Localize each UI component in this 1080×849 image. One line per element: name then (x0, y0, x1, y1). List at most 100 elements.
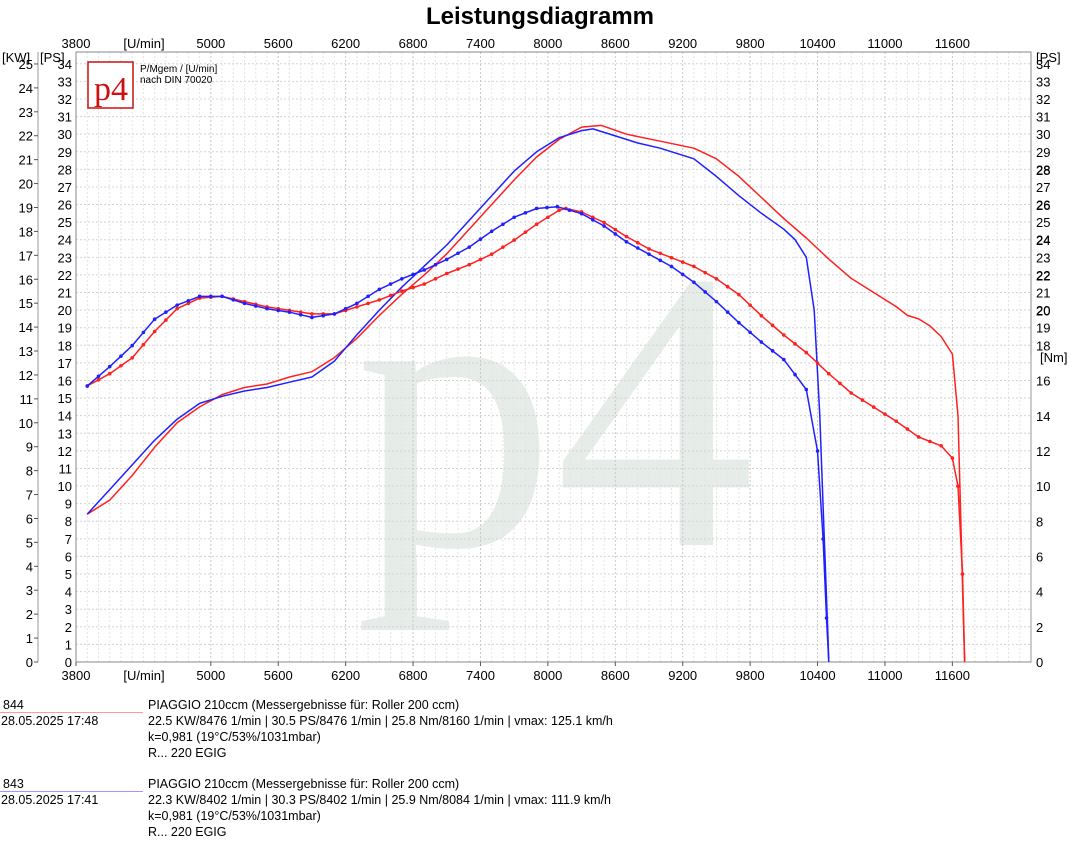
ps-tick-label-right: 23 (1036, 250, 1050, 265)
series-844-torque-point (366, 301, 370, 306)
series-843-torque-point (175, 303, 179, 307)
series-843-torque-point (635, 246, 640, 250)
nm-tick-label: 8 (1036, 514, 1043, 529)
series-843-torque-point (602, 224, 606, 228)
series-843-torque-point (613, 232, 618, 236)
series-843-torque-point (186, 298, 191, 303)
series-844-torque-point (433, 276, 438, 281)
series-843-torque-point (343, 306, 348, 311)
series-843-torque-point (85, 384, 90, 388)
series-843-torque-point (512, 215, 516, 220)
series-843-torque-point (411, 272, 415, 277)
legend-datetime: 28.05.2025 17:41 (1, 793, 99, 807)
ps-tick-label-left: 11 (59, 461, 73, 476)
series-844-torque-point (635, 240, 640, 245)
series-843-torque-point (467, 245, 472, 249)
x-tick-label-top: 3800 (62, 36, 91, 51)
ps-tick-label-left: 4 (65, 585, 72, 600)
series-844-torque-point (152, 329, 157, 334)
kw-tick-label: 6 (26, 511, 33, 526)
ps-tick-label-left: 3 (65, 602, 72, 617)
series-843-torque-point (422, 268, 427, 272)
series-844-torque-point (400, 289, 404, 293)
kw-tick-label: 14 (19, 320, 33, 335)
nm-tick-label: 10 (1036, 479, 1050, 494)
ps-tick-label-left: 2 (65, 620, 72, 635)
ps-tick-label-left: 30 (58, 127, 72, 142)
series-844-torque-point (355, 305, 359, 309)
series-843-torque-point (658, 258, 663, 263)
series-843-torque-point (96, 374, 101, 379)
series-843-torque-point (555, 204, 560, 209)
ps-tick-label-left: 19 (58, 321, 72, 336)
series-843-torque-point (433, 262, 438, 267)
series-844-torque-point (591, 215, 595, 220)
kw-tick-label: 3 (26, 583, 33, 598)
ps-tick-label-left: 12 (58, 444, 72, 459)
series-844-torque-point (298, 310, 303, 314)
series-844-torque-point (602, 220, 606, 225)
series-843-torque-point (231, 298, 236, 302)
ps-tick-label-left: 6 (65, 549, 72, 564)
ps-tick-label-left: 13 (58, 426, 72, 441)
series-843-torque-point (680, 272, 685, 277)
series-843-power-line (86, 128, 830, 663)
kw-tick-label: 9 (26, 440, 33, 455)
series-843-torque-point (107, 364, 112, 369)
kw-tick-label: 18 (19, 224, 33, 239)
series-843-torque-point (388, 282, 393, 286)
series-844-torque-point (669, 255, 674, 260)
series-843-torque-point (377, 287, 382, 292)
kw-tick-label: 4 (26, 559, 33, 574)
x-tick-label-bottom: 9200 (668, 668, 697, 683)
series-844-torque-point (815, 361, 820, 365)
watermark: p4 (355, 189, 755, 633)
legend-run-id: 843 (3, 777, 24, 791)
nm-tick-label: 6 (1036, 550, 1043, 565)
ps-tick-label-left: 31 (58, 110, 72, 125)
ps-tick-label-left: 14 (58, 409, 72, 424)
ps-tick-label-right: 28 (1036, 162, 1050, 177)
kw-tick-label: 21 (19, 153, 33, 168)
ps-tick-label-left: 29 (58, 145, 72, 160)
series-844-torque-point (130, 356, 134, 360)
series-843-torque-point (759, 340, 764, 344)
series-843-torque-point (253, 304, 258, 308)
ps-tick-label-right: 21 (1036, 286, 1050, 301)
series-843-torque-point (119, 354, 123, 358)
ps-tick-label-left: 16 (58, 373, 72, 388)
series-844-torque-point (624, 234, 629, 239)
ps-tick-label-left: 10 (58, 479, 72, 494)
series-843-torque-point (714, 299, 719, 304)
series-844-torque-point (793, 342, 797, 346)
nm-tick-label: 24 (1036, 233, 1050, 248)
series-844-torque-point (175, 306, 179, 311)
series-844-torque-point (838, 381, 842, 386)
ps-tick-label-right: 30 (1036, 127, 1050, 142)
series-844-torque-point (119, 363, 123, 368)
kw-tick-label: 0 (26, 655, 33, 670)
ps-tick-label-right: 33 (1036, 74, 1050, 89)
svg-text:p4: p4 (94, 71, 128, 108)
ps-tick-label-left: 21 (58, 286, 72, 301)
legend-stats: 22.3 KW/8402 1/min | 30.3 PS/8402 1/min … (148, 793, 611, 807)
series-843-torque-point (824, 616, 829, 620)
series-844-torque-point (96, 378, 101, 382)
series-843-torque-point (489, 229, 494, 234)
series-843-torque-point (782, 357, 786, 362)
series-844-torque-line (86, 207, 966, 663)
ps-tick-label-left: 27 (58, 180, 72, 195)
kw-tick-label: 17 (19, 248, 33, 263)
ps-tick-label-left: 15 (58, 391, 72, 406)
kw-tick-label: 8 (26, 464, 33, 479)
series-844-torque-point (186, 301, 191, 306)
x-tick-label-bottom: 5000 (196, 668, 225, 683)
x-tick-label-top: 9800 (736, 36, 765, 51)
series-844-torque-point (826, 371, 831, 376)
series-843-torque-point (647, 252, 651, 256)
legend-title: PIAGGIO 210ccm (Messergebnisse für: Roll… (148, 777, 460, 791)
series-844-torque-point (759, 313, 764, 318)
nm-tick-label: 26 (1036, 198, 1050, 213)
series-844-torque-point (141, 342, 146, 347)
series-843-torque-point (703, 290, 707, 294)
